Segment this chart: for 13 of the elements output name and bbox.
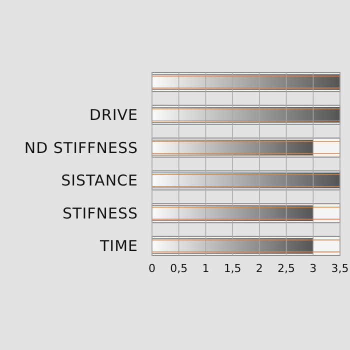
x-tick-label: 3,5 — [331, 262, 349, 275]
x-tick-label: 2 — [256, 262, 263, 275]
x-tick-label: 3 — [310, 262, 317, 275]
y-tick-label: STIFNESS — [62, 204, 138, 222]
y-tick-label: ND STIFFNESS — [24, 138, 138, 157]
y-tick-label: TIME — [98, 237, 138, 256]
x-tick-label: 0,5 — [170, 262, 188, 275]
x-tick-label: 1 — [202, 262, 210, 275]
x-tick-label: 2,5 — [278, 262, 296, 275]
x-tick-label: 1,5 — [224, 262, 242, 275]
y-tick-label: SISTANCE — [61, 172, 138, 190]
x-tick-label: 0 — [148, 262, 156, 275]
y-tick-label: DRIVE — [89, 106, 138, 124]
